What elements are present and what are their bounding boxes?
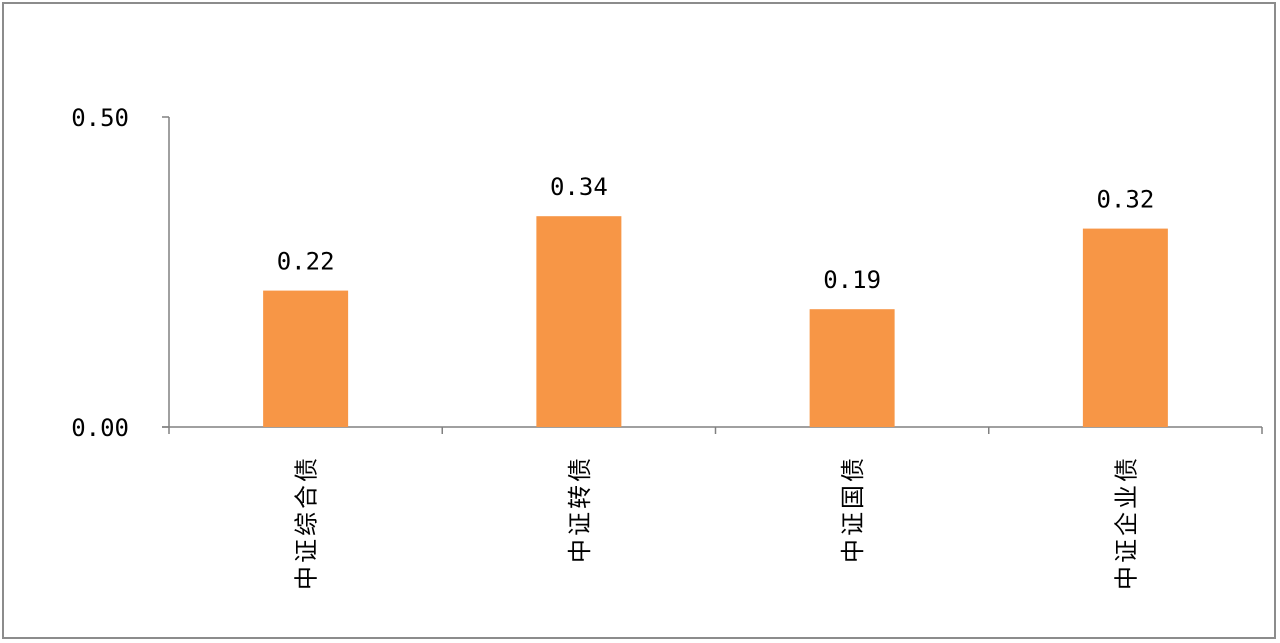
labels: 0.00 0.50 0.22 中证综合债 0.34 中证转债 0.19 中证国债 0.32 中证企…	[71, 104, 1154, 590]
bar-1	[263, 290, 349, 427]
x-tick-label: 中证转债	[566, 455, 594, 563]
x-tick-label: 中证企业债	[1112, 455, 1140, 590]
bar-3	[809, 309, 895, 427]
y-tick-label: 0.00	[71, 414, 129, 442]
data-label: 0.34	[550, 173, 608, 201]
y-tick-label: 0.50	[71, 104, 129, 132]
x-tick-label: 中证国债	[839, 455, 867, 563]
bar-2	[536, 216, 622, 427]
bars	[263, 216, 1168, 427]
data-label: 0.19	[823, 266, 881, 294]
bar-4	[1082, 228, 1168, 427]
data-label: 0.22	[277, 248, 335, 276]
data-label: 0.32	[1096, 186, 1154, 214]
x-tick-label: 中证综合债	[293, 455, 321, 590]
